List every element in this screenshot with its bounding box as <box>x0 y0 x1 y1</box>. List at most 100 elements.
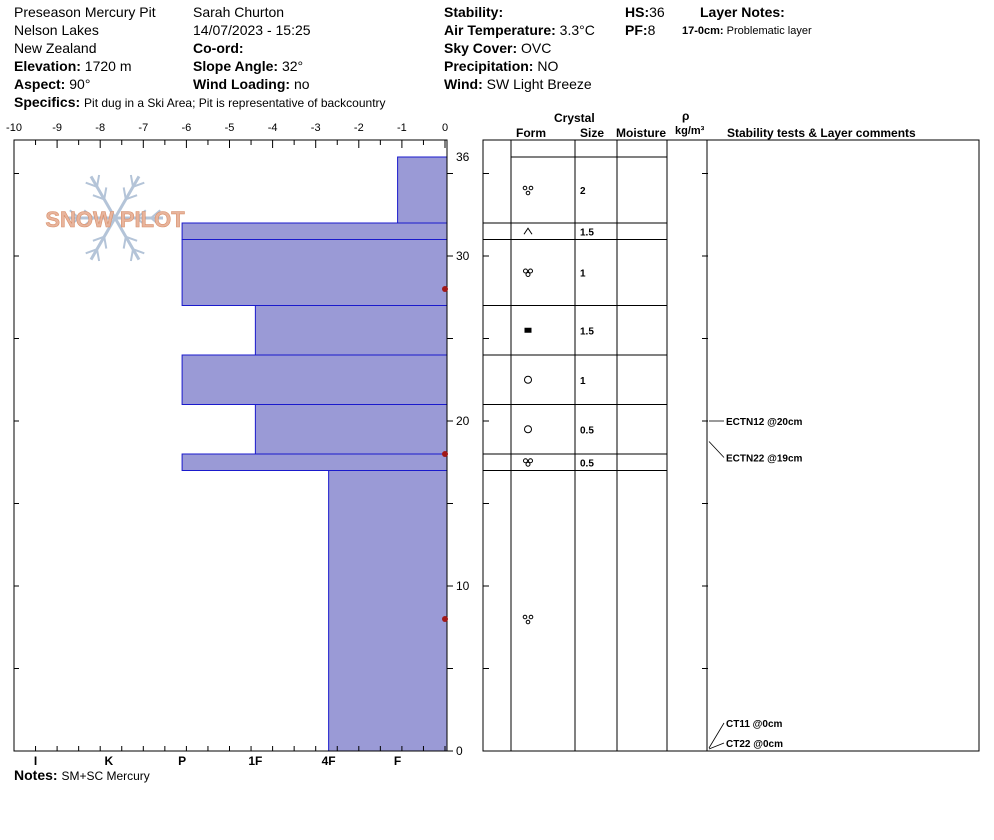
hardness-layer-bar <box>397 156 448 224</box>
logo-flake-branch <box>150 209 161 219</box>
crystal-form-rounded <box>524 375 532 384</box>
crystal-form-depth-hoar <box>523 227 533 235</box>
stability-label: Stability: <box>444 4 504 20</box>
logo-flake-branch <box>103 236 108 249</box>
stability-tests: ECTN12 @20cm ECTN22 @19cm CT11 @0cm CT22 @0… <box>708 417 803 750</box>
hs-label: HS: <box>625 4 650 20</box>
logo-flake-branch <box>69 209 80 219</box>
hardness-layer-bar <box>181 239 448 306</box>
logo-flake-branch <box>129 174 134 187</box>
comments-header: Stability tests & Layer comments <box>727 126 916 140</box>
hardness-layer-bar <box>181 222 448 240</box>
snow-pilot-logo: SNOW PILOT <box>45 174 186 262</box>
logo-flake-branch <box>92 194 105 201</box>
logo-flake-arm <box>113 175 141 219</box>
notes-value: SM+SC Mercury <box>61 769 150 783</box>
slope-value: 32° <box>281 58 304 74</box>
test-leader-line <box>708 742 725 750</box>
hardness-label: 4F <box>322 754 336 768</box>
logo-flake-branch <box>92 235 105 242</box>
size-header: Size <box>580 126 605 140</box>
pit-name: Preseason Mercury Pit <box>14 4 156 20</box>
layer-table: 2 1.5 1 1.5 1 0.5 0.5 <box>482 139 980 752</box>
temperature-point <box>442 616 448 622</box>
sky-cover-field: Sky Cover: OVC <box>444 39 551 57</box>
wind-loading-field: Wind Loading: no <box>193 75 310 93</box>
height-tick-label: 0 <box>456 744 463 758</box>
hardness-bars <box>181 156 448 752</box>
wind-value: SW Light Breeze <box>486 76 592 92</box>
coord-field: Co-ord: <box>193 39 244 57</box>
logo-flake-branch <box>69 217 80 227</box>
coord-label: Co-ord: <box>193 40 244 56</box>
specifics-label: Specifics: <box>14 94 81 110</box>
logo-flake-branch <box>135 209 147 219</box>
crystal-header: Crystal <box>554 111 595 125</box>
logo-flake-arm <box>89 175 117 219</box>
temp-tick-label: -9 <box>52 122 62 134</box>
temp-tick-label: -10 <box>6 122 22 134</box>
stability-test-label: CT22 @0cm <box>726 739 783 750</box>
temp-tick-label: -8 <box>95 122 105 134</box>
table-frame <box>482 139 980 752</box>
wind-loading-label: Wind Loading: <box>193 76 291 92</box>
rho-header: ρ <box>682 109 690 123</box>
hardness-layer-bar <box>181 453 448 471</box>
hardness-axis: I K P 1F 4F F <box>13 746 446 768</box>
temp-tick-label: -4 <box>268 122 278 134</box>
logo-flake-branch <box>122 187 127 200</box>
logo-flake-branch <box>96 174 101 187</box>
stability-test-label: ECTN22 @19cm <box>726 454 803 465</box>
logo-flake-arm <box>113 217 141 261</box>
wind-label: Wind: <box>444 76 483 92</box>
observer-name: Sarah Churton <box>193 4 285 20</box>
temp-tick-label: -1 <box>397 122 407 134</box>
logo-flake-branch <box>103 187 108 200</box>
test-leader-line <box>708 722 725 749</box>
density-unit-header: kg/m³ <box>675 125 705 137</box>
stability-test-label: CT11 @0cm <box>726 719 783 730</box>
logo-flake-arm <box>89 217 117 261</box>
logo-flake-branch <box>83 217 95 227</box>
logo-flake-branch <box>135 217 147 227</box>
hardness-layer-bar <box>254 404 448 455</box>
pf-value: 8 <box>647 22 656 38</box>
logo-flake-branch <box>96 249 101 262</box>
logo-flake-branch <box>132 248 145 255</box>
layer-size-label: 1 <box>580 376 586 387</box>
layer-size-label: 1 <box>580 269 586 280</box>
hardness-label: P <box>178 754 186 768</box>
hs-value: 36 <box>649 4 665 20</box>
temp-tick-label: -6 <box>182 122 192 134</box>
stability-field: Stability: <box>444 3 503 21</box>
wind-loading-value: no <box>293 76 310 92</box>
precip-value: NO <box>537 58 559 74</box>
logo-flake-branch <box>150 217 161 227</box>
logo-flake-branch <box>122 236 127 249</box>
test-leader-line <box>708 441 725 458</box>
logo-flake-branch <box>132 181 145 188</box>
layer-note-range: 17-0cm: <box>682 25 724 37</box>
air-temp-value: 3.3°C <box>559 22 595 38</box>
hardness-label: I <box>34 754 37 768</box>
temperature-points <box>442 286 448 622</box>
crystal-form-melt-forms <box>523 458 533 467</box>
logo-flake-branch <box>125 194 138 201</box>
location-line-2: New Zealand <box>14 40 97 56</box>
location-line-1: Nelson Lakes <box>14 22 99 38</box>
logo-flake-branch <box>85 181 98 188</box>
layer-size-label: 0.5 <box>580 458 594 469</box>
faceted-square <box>524 327 532 333</box>
temp-tick-label: -3 <box>311 122 321 134</box>
crystal-form-melt-forms <box>523 268 533 277</box>
slope-label: Slope Angle: <box>193 58 279 74</box>
layer-note: 17-0cm: Problematic layer <box>682 22 812 40</box>
moisture-header: Moisture <box>616 126 667 140</box>
form-header: Form <box>516 126 546 140</box>
precip-field: Precipitation: NO <box>444 57 558 75</box>
hs-field: HS:36 <box>625 3 665 21</box>
height-tick-label: 36 <box>456 150 470 164</box>
hardness-label: K <box>104 754 113 768</box>
layer-size-label: 1.5 <box>580 326 594 337</box>
